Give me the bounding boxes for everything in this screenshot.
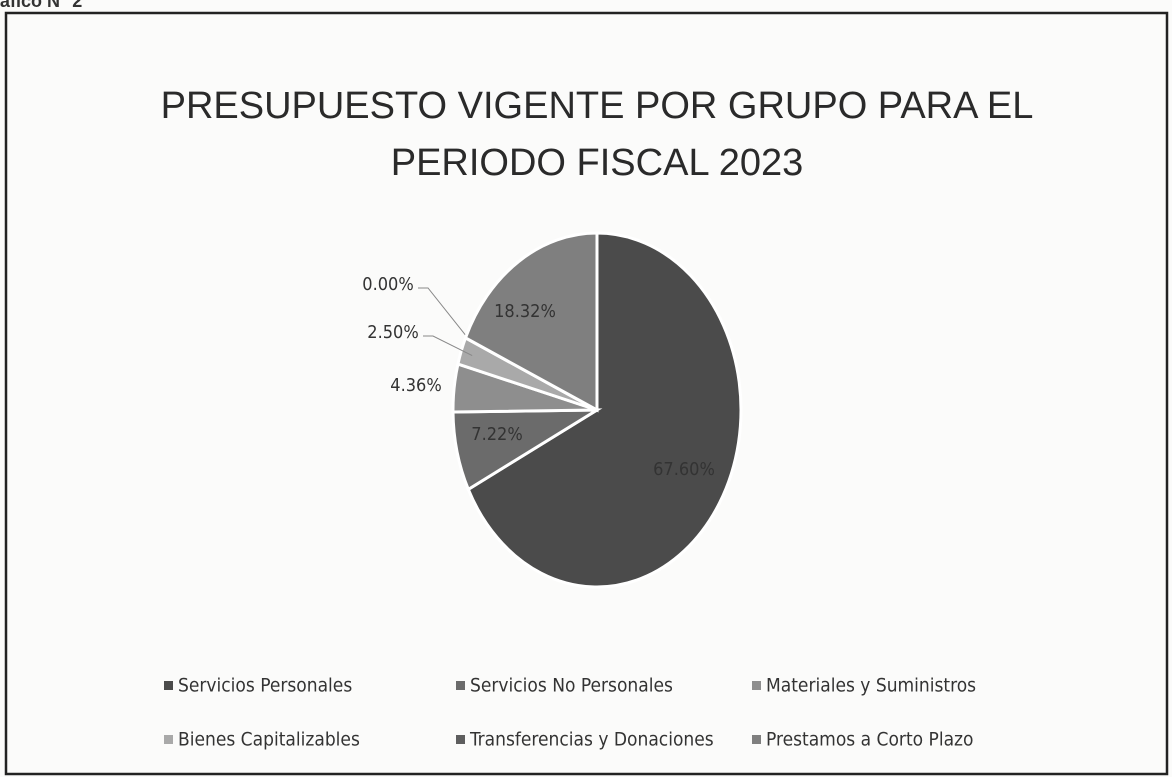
data-label: 67.60% xyxy=(653,459,715,480)
data-label: 2.50% xyxy=(367,322,418,343)
data-label: 4.36% xyxy=(390,375,441,396)
leader-line xyxy=(418,287,470,341)
legend-swatch xyxy=(456,735,465,744)
pie-slice xyxy=(463,231,599,413)
caption: áfico N° 2 xyxy=(0,0,82,11)
data-label: 18.32% xyxy=(494,301,556,322)
data-label: 7.22% xyxy=(471,424,522,445)
pie-slice xyxy=(466,231,743,589)
frame xyxy=(4,11,1169,776)
leader-line xyxy=(423,335,473,356)
data-label: 0.00% xyxy=(362,274,413,295)
legend-swatch xyxy=(752,735,761,744)
legend-swatch xyxy=(456,681,465,690)
chart-title: PRESUPUESTO VIGENTE POR GRUPO PARA EL xyxy=(161,85,1034,127)
legend-label: Bienes Capitalizables xyxy=(178,729,360,751)
legend-swatch xyxy=(752,681,761,690)
chart-title: PERIODO FISCAL 2023 xyxy=(391,142,804,184)
legend-label: Transferencias y Donaciones xyxy=(469,729,714,751)
legend-label: Servicios No Personales xyxy=(470,675,673,697)
legend-swatch xyxy=(164,735,173,744)
legend-label: Servicios Personales xyxy=(178,675,352,697)
legend-label: Prestamos a Corto Plazo xyxy=(766,729,973,751)
legend-swatch xyxy=(164,681,173,690)
legend-label: Materiales y Suministros xyxy=(766,675,976,697)
